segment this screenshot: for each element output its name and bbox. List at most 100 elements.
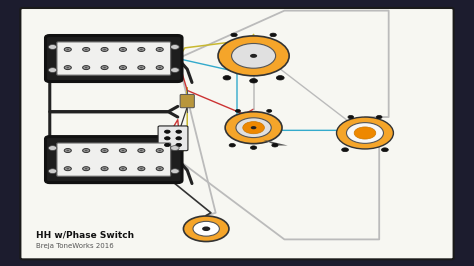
Circle shape <box>223 76 231 80</box>
Circle shape <box>48 169 57 173</box>
Circle shape <box>193 221 219 236</box>
Circle shape <box>164 137 170 140</box>
Circle shape <box>176 130 182 133</box>
Circle shape <box>138 167 145 171</box>
Circle shape <box>101 66 108 70</box>
Circle shape <box>138 47 145 51</box>
Circle shape <box>85 150 88 151</box>
Circle shape <box>64 47 71 51</box>
Circle shape <box>119 47 127 51</box>
Circle shape <box>251 126 256 129</box>
Circle shape <box>243 122 264 134</box>
Circle shape <box>138 148 145 152</box>
Circle shape <box>382 148 388 152</box>
Circle shape <box>231 43 276 68</box>
Circle shape <box>48 45 57 49</box>
Circle shape <box>272 143 278 147</box>
Circle shape <box>140 67 143 68</box>
Circle shape <box>236 118 271 138</box>
Circle shape <box>171 68 179 72</box>
Circle shape <box>360 130 370 136</box>
Circle shape <box>158 150 161 151</box>
Circle shape <box>85 168 88 169</box>
Circle shape <box>270 33 276 37</box>
Circle shape <box>202 226 210 231</box>
Circle shape <box>140 49 143 50</box>
Circle shape <box>376 115 382 119</box>
Circle shape <box>48 68 57 72</box>
Circle shape <box>158 67 161 68</box>
Circle shape <box>337 117 393 149</box>
Circle shape <box>122 168 124 169</box>
FancyBboxPatch shape <box>158 126 188 151</box>
Circle shape <box>119 66 127 70</box>
Circle shape <box>158 49 161 50</box>
Circle shape <box>48 146 57 151</box>
Circle shape <box>176 137 182 140</box>
Circle shape <box>64 167 71 171</box>
Circle shape <box>122 67 124 68</box>
Circle shape <box>171 45 179 49</box>
FancyBboxPatch shape <box>46 137 182 182</box>
Circle shape <box>250 146 257 149</box>
Circle shape <box>250 54 257 58</box>
Circle shape <box>156 148 163 152</box>
Circle shape <box>103 67 106 68</box>
Circle shape <box>267 110 272 112</box>
FancyBboxPatch shape <box>20 8 454 259</box>
Circle shape <box>218 36 289 76</box>
Circle shape <box>348 115 354 119</box>
Circle shape <box>140 150 143 151</box>
Circle shape <box>231 33 237 37</box>
Circle shape <box>66 168 69 169</box>
Circle shape <box>119 148 127 152</box>
Circle shape <box>66 150 69 151</box>
Circle shape <box>82 167 90 171</box>
Circle shape <box>236 110 240 112</box>
Circle shape <box>64 148 71 152</box>
Circle shape <box>103 150 106 151</box>
FancyBboxPatch shape <box>46 36 182 81</box>
Circle shape <box>101 167 108 171</box>
FancyBboxPatch shape <box>57 143 171 176</box>
Circle shape <box>122 150 124 151</box>
Circle shape <box>176 143 182 147</box>
Circle shape <box>346 123 383 143</box>
Text: Breja ToneWorks 2016: Breja ToneWorks 2016 <box>36 243 113 249</box>
Circle shape <box>225 112 282 144</box>
Circle shape <box>66 67 69 68</box>
Circle shape <box>85 49 88 50</box>
Circle shape <box>164 143 170 147</box>
Circle shape <box>171 146 179 151</box>
Circle shape <box>101 148 108 152</box>
Circle shape <box>138 66 145 70</box>
Circle shape <box>103 168 106 169</box>
Circle shape <box>66 49 69 50</box>
Circle shape <box>171 169 179 173</box>
Circle shape <box>250 79 257 83</box>
Circle shape <box>164 130 170 133</box>
Circle shape <box>354 127 376 139</box>
Polygon shape <box>263 140 288 146</box>
Circle shape <box>229 143 236 147</box>
Circle shape <box>64 66 71 70</box>
FancyBboxPatch shape <box>57 42 171 75</box>
Circle shape <box>82 148 90 152</box>
Circle shape <box>122 49 124 50</box>
Circle shape <box>156 167 163 171</box>
Circle shape <box>85 67 88 68</box>
Circle shape <box>276 76 284 80</box>
Circle shape <box>342 148 348 152</box>
Circle shape <box>158 168 161 169</box>
Circle shape <box>140 168 143 169</box>
Circle shape <box>82 66 90 70</box>
Text: HH w/Phase Switch: HH w/Phase Switch <box>36 231 134 240</box>
Circle shape <box>101 47 108 51</box>
Circle shape <box>103 49 106 50</box>
Circle shape <box>156 47 163 51</box>
Circle shape <box>156 66 163 70</box>
Circle shape <box>119 167 127 171</box>
Circle shape <box>82 47 90 51</box>
Circle shape <box>183 216 229 242</box>
FancyBboxPatch shape <box>180 94 194 108</box>
